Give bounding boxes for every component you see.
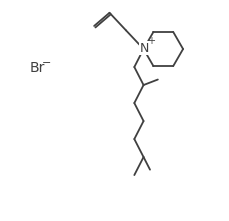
Text: +: + bbox=[147, 36, 155, 46]
Text: −: − bbox=[41, 58, 51, 68]
Text: N: N bbox=[139, 42, 148, 55]
Text: Br: Br bbox=[29, 61, 44, 75]
